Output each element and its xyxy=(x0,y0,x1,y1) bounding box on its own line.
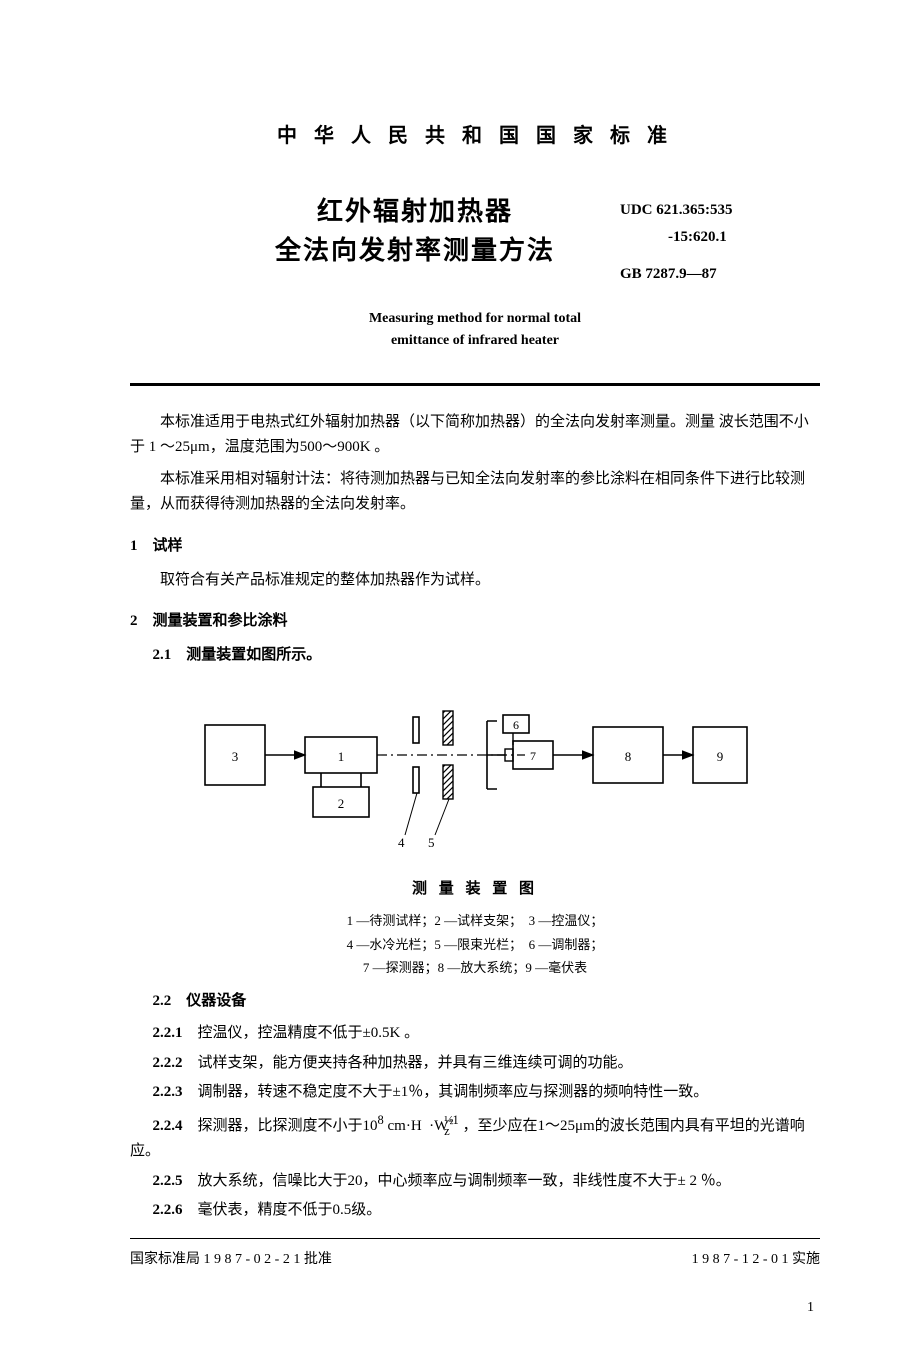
footer-approve: 国家标准局 1 9 8 7 - 0 2 - 2 1 批准 xyxy=(130,1249,332,1271)
section-2-title: 2 测量装置和参比涂料 xyxy=(130,609,820,633)
footer-row: 国家标准局 1 9 8 7 - 0 2 - 2 1 批准 1 9 8 7 - 1… xyxy=(130,1249,820,1271)
diagram-label-7: 7 xyxy=(530,749,536,763)
udc-line-1: UDC 621.365:535 xyxy=(620,197,820,224)
en-line-1: Measuring method for normal total xyxy=(130,308,820,330)
item-2-2-2: 2.2.2 试样支架，能方便夹持各种加热器，并具有三维连续可调的功能。 xyxy=(130,1051,820,1077)
section-2-2: 2.2 仪器设备 xyxy=(130,989,820,1013)
intro-p2: 本标准采用相对辐射计法：将待测加热器与已知全法向发射率的参比涂料在相同条件下进行… xyxy=(130,467,820,518)
diagram-label-8: 8 xyxy=(625,749,632,764)
diagram-svg: 3 1 2 4 5 6 7 xyxy=(195,685,755,855)
diagram-label-4: 4 xyxy=(398,835,405,850)
intro-p1: 本标准适用于电热式红外辐射加热器（以下简称加热器）的全法向发射率测量。测量 波长… xyxy=(130,410,820,461)
diagram-label-9: 9 xyxy=(717,749,724,764)
diagram-caption: 测 量 装 置 图 xyxy=(130,877,820,901)
section-1-body: 取符合有关产品标准规定的整体加热器作为试样。 xyxy=(130,568,820,594)
diagram-label-1: 1 xyxy=(338,749,345,764)
footer-implement: 1 9 8 7 - 1 2 - 0 1 实施 xyxy=(692,1249,820,1271)
title-codes: UDC 621.365:535 -15:620.1 GB 7287.9—87 xyxy=(620,192,820,288)
country-standard-line: 中 华 人 民 共 和 国 国 家 标 准 xyxy=(130,120,820,152)
section-1-title: 1 试样 xyxy=(130,534,820,558)
title-line-1: 红外辐射加热器 xyxy=(210,192,620,231)
measurement-diagram: 3 1 2 4 5 6 7 xyxy=(130,685,820,863)
english-subtitle: Measuring method for normal total emitta… xyxy=(130,308,820,353)
diagram-label-3: 3 xyxy=(232,749,239,764)
item-2-2-1: 2.2.1 2.2.1 控温仪，控温精度不低于±0.5K 。控温仪，控温精度不低… xyxy=(130,1021,820,1047)
title-block: 红外辐射加热器 全法向发射率测量方法 UDC 621.365:535 -15:6… xyxy=(130,192,820,288)
item-2-2-3: 2.2.3 调制器，转速不稳定度不大于±1％，其调制频率应与探测器的频响特性一致… xyxy=(130,1080,820,1106)
diagram-label-2: 2 xyxy=(338,796,345,811)
diagram-label-6: 6 xyxy=(513,718,519,732)
divider-top xyxy=(130,383,820,386)
en-line-2: emittance of infrared heater xyxy=(130,330,820,352)
legend-line-1: 1 —待测试样；2 —试样支架； 3 —控温仪； xyxy=(130,909,820,932)
std-code: GB 7287.9—87 xyxy=(620,261,820,288)
item-2-2-6: 2.2.6 毫伏表，精度不低于0.5级。 xyxy=(130,1198,820,1224)
item-2-2-4: 2.2.4 探测器，比探测度不小于108 cm·H½z ·W-1 ，至少应在1～… xyxy=(130,1110,820,1165)
title-line-2: 全法向发射率测量方法 xyxy=(210,231,620,270)
item-2-2-5: 2.2.5 放大系统，信噪比大于20，中心频率应与调制频率一致，非线性度不大于±… xyxy=(130,1169,820,1195)
legend-line-2: 4 —水冷光栏；5 —限束光栏； 6 —调制器； xyxy=(130,933,820,956)
page-number: 1 xyxy=(130,1297,814,1319)
divider-bottom xyxy=(130,1238,820,1239)
legend-line-3: 7 —探测器；8 —放大系统；9 —毫伏表 xyxy=(130,956,820,979)
title-center: 红外辐射加热器 全法向发射率测量方法 xyxy=(210,192,620,270)
diagram-legend: 1 —待测试样；2 —试样支架； 3 —控温仪； 4 —水冷光栏；5 —限束光栏… xyxy=(130,909,820,979)
udc-line-2: -15:620.1 xyxy=(620,224,820,251)
diagram-label-5: 5 xyxy=(428,835,435,850)
section-2-1: 2.1 测量装置如图所示。 xyxy=(130,643,820,667)
